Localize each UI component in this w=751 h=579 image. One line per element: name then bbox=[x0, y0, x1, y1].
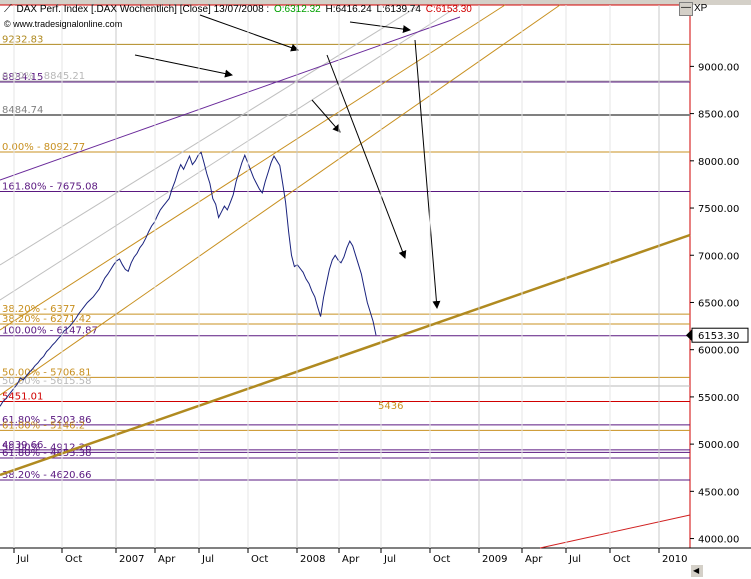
y-tick-label: 9000.00 bbox=[698, 62, 739, 73]
level-label: 5451.01 bbox=[2, 392, 43, 403]
level-label: 161.80% - 7675.08 bbox=[2, 182, 98, 193]
x-tick-label: Oct bbox=[433, 554, 450, 565]
x-tick-label: 2010 bbox=[662, 554, 687, 565]
y-tick-label: 6000.00 bbox=[698, 346, 739, 357]
chart-header: ⟋ DAX Perf. Index [.DAX Wochentlich] [Cl… bbox=[4, 3, 474, 16]
level-label: 38.20% - 6271.42 bbox=[2, 314, 91, 325]
y-tick-label: 7000.00 bbox=[698, 251, 739, 262]
close-value: C:6153.30 bbox=[425, 4, 472, 15]
level-label: 50.00% - 5615.58 bbox=[2, 376, 91, 387]
y-tick-label: 8500.00 bbox=[698, 110, 739, 121]
x-tick-label: 2008 bbox=[300, 554, 325, 565]
arrow-to-peak bbox=[349, 21, 411, 34]
level-label: 9232.83 bbox=[2, 34, 43, 45]
x-tick-label: Jul bbox=[201, 554, 214, 565]
arrow-to-top-resistance bbox=[199, 14, 299, 52]
x-tick-label: Apr bbox=[342, 554, 360, 565]
source-credit: © www.tradesignalonline.com bbox=[4, 19, 123, 29]
minimize-icon[interactable]: — bbox=[679, 2, 693, 16]
scroll-left-icon: ◀ bbox=[693, 566, 700, 575]
chart-symbol-icon: ⟋ bbox=[4, 3, 12, 15]
arrow-to-channel bbox=[134, 54, 233, 78]
level-label: 38.20% - 4620.66 bbox=[2, 470, 91, 481]
level-label: 50.00% - 5706.81 bbox=[2, 367, 91, 378]
open-value: O:6312.32 bbox=[274, 4, 321, 15]
long-term-support-line bbox=[0, 233, 691, 477]
y-tick-label: 4500.00 bbox=[698, 487, 739, 498]
price-axis-area bbox=[690, 5, 751, 548]
grey-channel-lower bbox=[0, 4, 461, 301]
purple-resistance-line bbox=[0, 16, 461, 181]
y-tick-label: 4000.00 bbox=[698, 535, 739, 546]
x-tick-label: Apr bbox=[525, 554, 543, 565]
level-label: 61.80% - 5203.86 bbox=[2, 415, 91, 426]
x-tick-label: Oct bbox=[65, 554, 82, 565]
red-trend-line bbox=[539, 514, 691, 549]
arrow-to-target-6300 bbox=[326, 54, 407, 259]
channel-upper-line bbox=[0, 4, 506, 331]
plot-area bbox=[0, 5, 690, 548]
high-value: H:6416.24 bbox=[325, 4, 372, 15]
target-annotation: 5436 bbox=[378, 401, 403, 412]
scroll-left-button[interactable]: ◀ bbox=[691, 565, 703, 577]
x-tick-label: 2009 bbox=[482, 554, 507, 565]
channel-lower-line bbox=[0, 4, 561, 396]
x-tick-label: 2007 bbox=[119, 554, 144, 565]
x-tick-label: Jul bbox=[383, 554, 396, 565]
x-tick-label: Oct bbox=[251, 554, 268, 565]
level-label: 0.00% - 8092.77 bbox=[2, 142, 85, 153]
x-tick-label: Apr bbox=[158, 554, 176, 565]
level-label: 0.00% - 8845.21 bbox=[2, 71, 85, 82]
x-tick-label: Jul bbox=[16, 554, 29, 565]
price-series-line bbox=[0, 151, 377, 407]
last-price-pointer bbox=[686, 329, 692, 342]
y-tick-label: 7500.00 bbox=[698, 204, 739, 215]
x-tick-label: Jul bbox=[568, 554, 581, 565]
y-tick-label: 8000.00 bbox=[698, 157, 739, 168]
low-value: L:6139.74 bbox=[376, 4, 421, 15]
level-label: 8484.74 bbox=[2, 105, 43, 116]
arrow-to-target-5700 bbox=[414, 39, 441, 309]
level-label: 100.00% - 6147.87 bbox=[2, 326, 98, 337]
level-label: 4939.66 bbox=[2, 440, 43, 451]
time-axis-area bbox=[0, 548, 751, 579]
level-label: 38.20% - 6377 bbox=[2, 304, 76, 315]
level-label: 50.00% - 4912.26 bbox=[2, 442, 91, 453]
level-label: 8834.15 bbox=[2, 72, 43, 83]
y-tick-label: 5500.00 bbox=[698, 393, 739, 404]
level-label: 61.80% - 5146.2 bbox=[2, 420, 85, 431]
y-tick-label: 6500.00 bbox=[698, 298, 739, 309]
y-tick-label: 5000.00 bbox=[698, 440, 739, 451]
axis-label: XP bbox=[694, 3, 708, 14]
last-price-label: 6153.30 bbox=[698, 331, 739, 342]
symbol-label: DAX Perf. Index [.DAX Wochentlich] [Clos… bbox=[16, 4, 270, 15]
grey-channel-upper bbox=[0, 4, 421, 266]
x-tick-label: Oct bbox=[613, 554, 630, 565]
level-label: 61.80% - 4853.38 bbox=[2, 448, 91, 459]
arrow-down-short bbox=[311, 99, 341, 133]
